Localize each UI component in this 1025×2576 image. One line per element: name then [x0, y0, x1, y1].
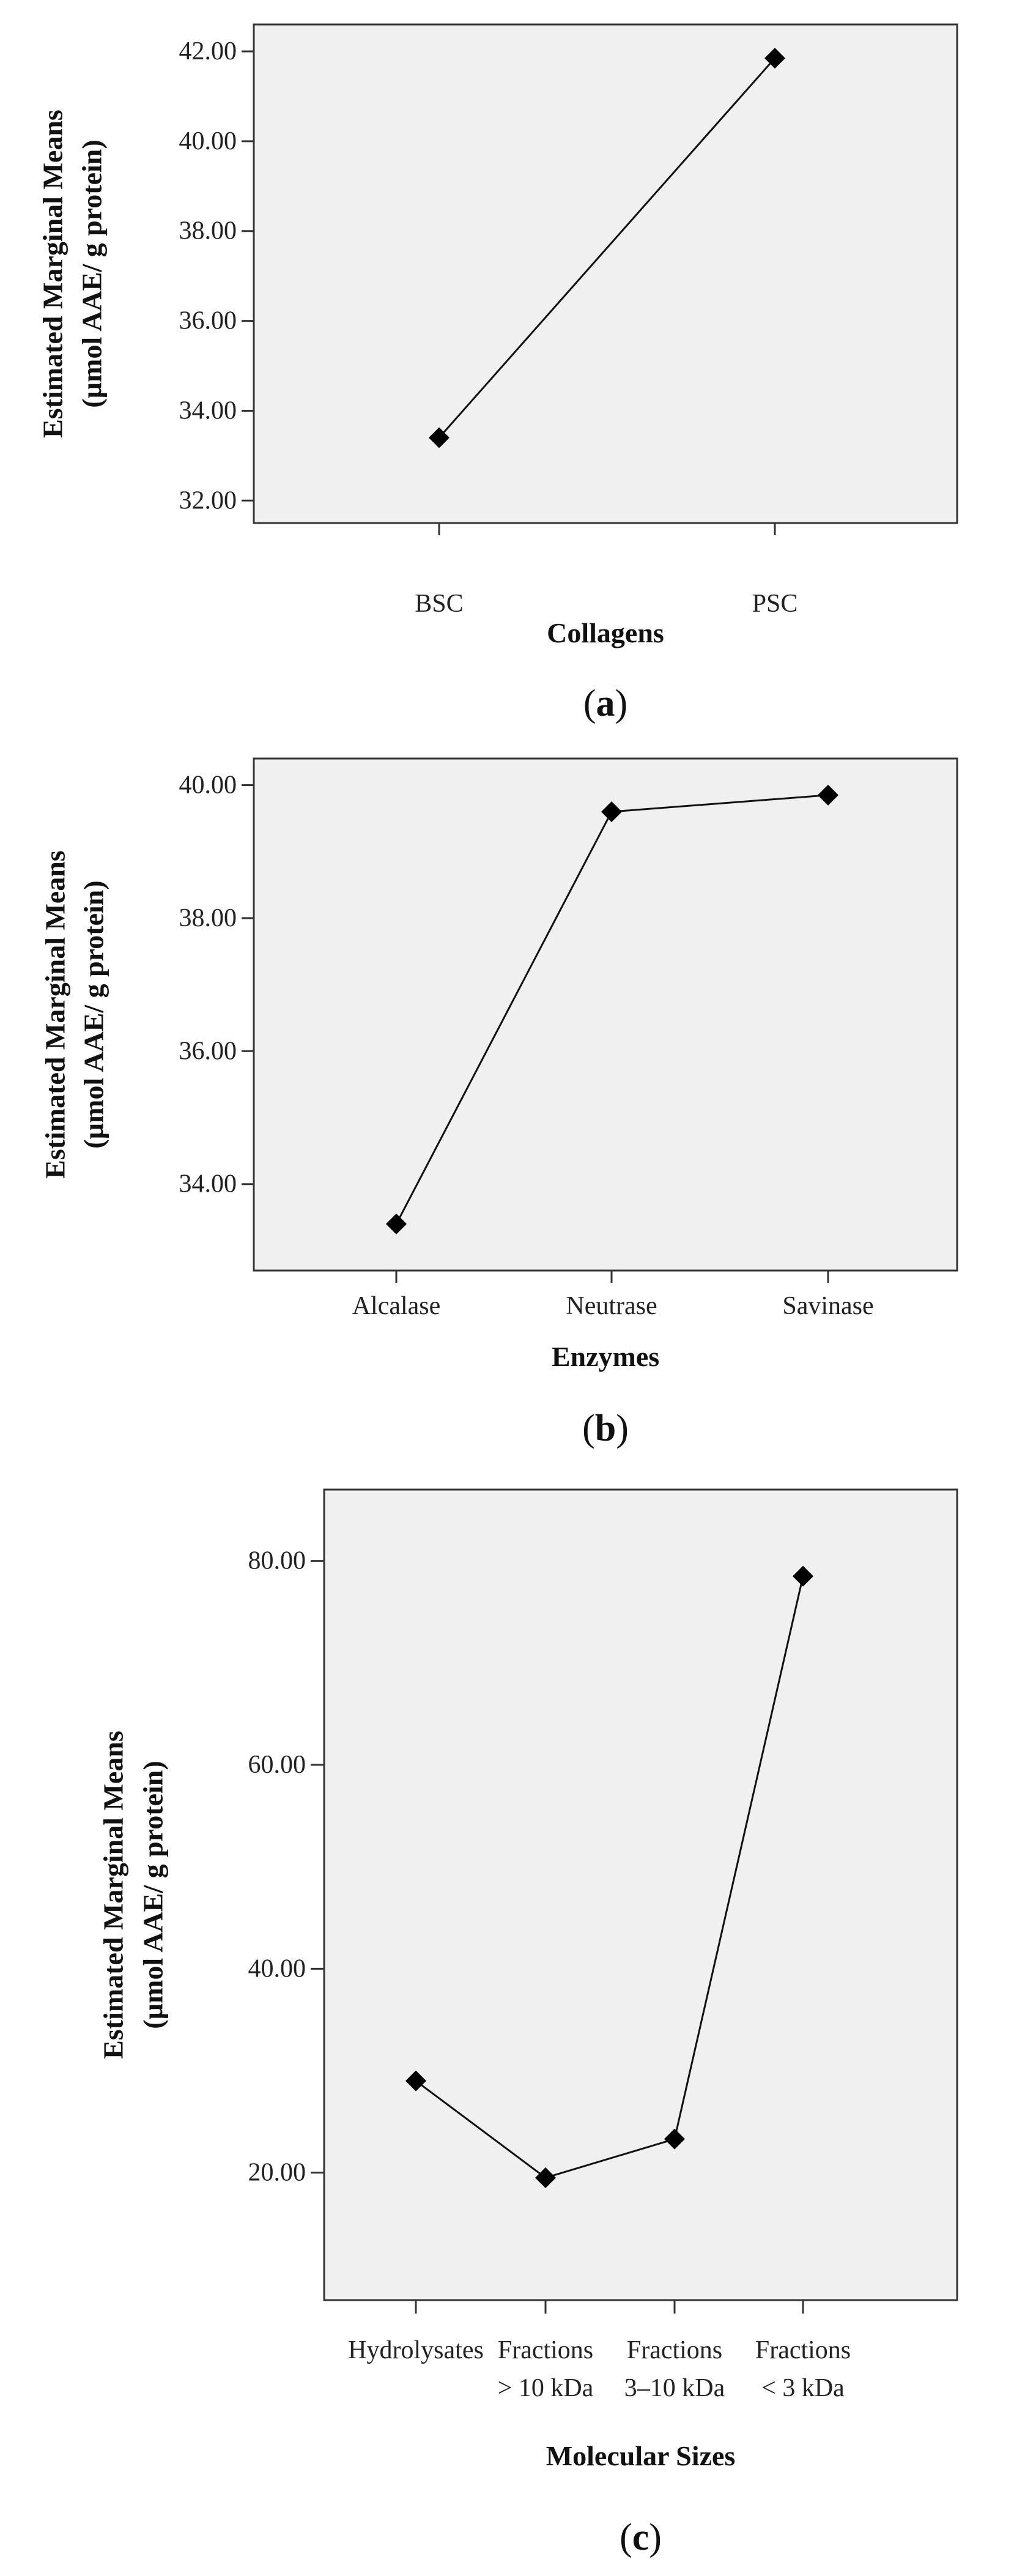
plot-area: [323, 1488, 958, 2301]
x-axis-title: Molecular Sizes: [546, 2440, 736, 2471]
series-line: [415, 1576, 804, 2179]
x-tick-label: BSC: [415, 590, 463, 618]
y-tick-label: 34.00: [179, 1170, 237, 1198]
x-tick-label: Fractions: [498, 2336, 593, 2364]
y-tick-label: 38.00: [179, 217, 237, 245]
data-point: [405, 2070, 426, 2092]
y-tick-label: 36.00: [179, 307, 237, 335]
y-tick-label: 32.00: [179, 486, 237, 514]
x-tick-label: Fractions: [627, 2336, 722, 2364]
y-tick-label: 36.00: [179, 1037, 237, 1065]
data-point: [601, 801, 622, 822]
x-tick-label: PSC: [752, 590, 798, 618]
y-axis-title: (µmol AAE/ g protein): [138, 1761, 169, 2029]
y-axis-title: (µmol AAE/ g protein): [78, 880, 109, 1148]
plot-area: [253, 23, 958, 524]
y-axis-title: Estimated Marginal Means: [98, 1731, 129, 2059]
chart-panel-a: 32.00 34.00 36.00 38.00 40.00 42.00 BSC PSC Esti…: [37, 23, 958, 724]
x-tick-label: Alcalase: [352, 1292, 441, 1320]
x-tick-label: Fractions: [755, 2336, 851, 2364]
x-tick-label: Savinase: [782, 1292, 873, 1320]
y-tick-label: 40.00: [179, 771, 237, 799]
data-point: [818, 784, 838, 806]
x-tick-label: < 3 kDa: [761, 2374, 845, 2402]
plot-area: [253, 757, 958, 1272]
y-axis-title: Estimated Marginal Means: [40, 850, 71, 1179]
series-line: [438, 58, 776, 439]
data-point: [764, 48, 785, 69]
panel-label: (b): [582, 1408, 629, 1449]
data-point: [386, 1213, 407, 1234]
y-tick-label: 38.00: [179, 904, 237, 932]
panel-label: (a): [583, 683, 627, 724]
y-tick-label: 34.00: [179, 396, 237, 425]
x-tick-label: > 10 kDa: [498, 2374, 594, 2402]
y-tick-label: 60.00: [248, 1751, 306, 1779]
x-axis-title: Collagens: [547, 617, 664, 648]
chart-panel-c: 20.00 40.00 60.00 80.00 Hydrolysates Fraction…: [98, 1488, 958, 2558]
y-tick-label: 40.00: [248, 1954, 306, 1983]
data-point: [535, 2167, 556, 2188]
y-tick-label: 40.00: [179, 127, 237, 155]
x-tick-label: Neutrase: [566, 1292, 657, 1320]
chart-panel-b: 34.00 36.00 38.00 40.00 Alcalase Neutrase Savi…: [40, 757, 958, 1449]
y-tick-label: 80.00: [248, 1547, 306, 1575]
y-tick-label: 20.00: [248, 2159, 306, 2187]
x-tick-label: 3–10 kDa: [624, 2374, 725, 2402]
data-point: [664, 2128, 685, 2150]
data-point: [793, 1565, 813, 1587]
x-axis-title: Enzymes: [552, 1341, 659, 1372]
y-axis-title: Estimated Marginal Means: [37, 109, 68, 438]
data-point: [429, 427, 450, 448]
y-tick-label: 42.00: [179, 37, 237, 65]
x-tick-label: Hydrolysates: [348, 2336, 484, 2364]
panel-label: (c): [620, 2517, 662, 2558]
y-axis-title: (µmol AAE/ g protein): [76, 139, 108, 407]
